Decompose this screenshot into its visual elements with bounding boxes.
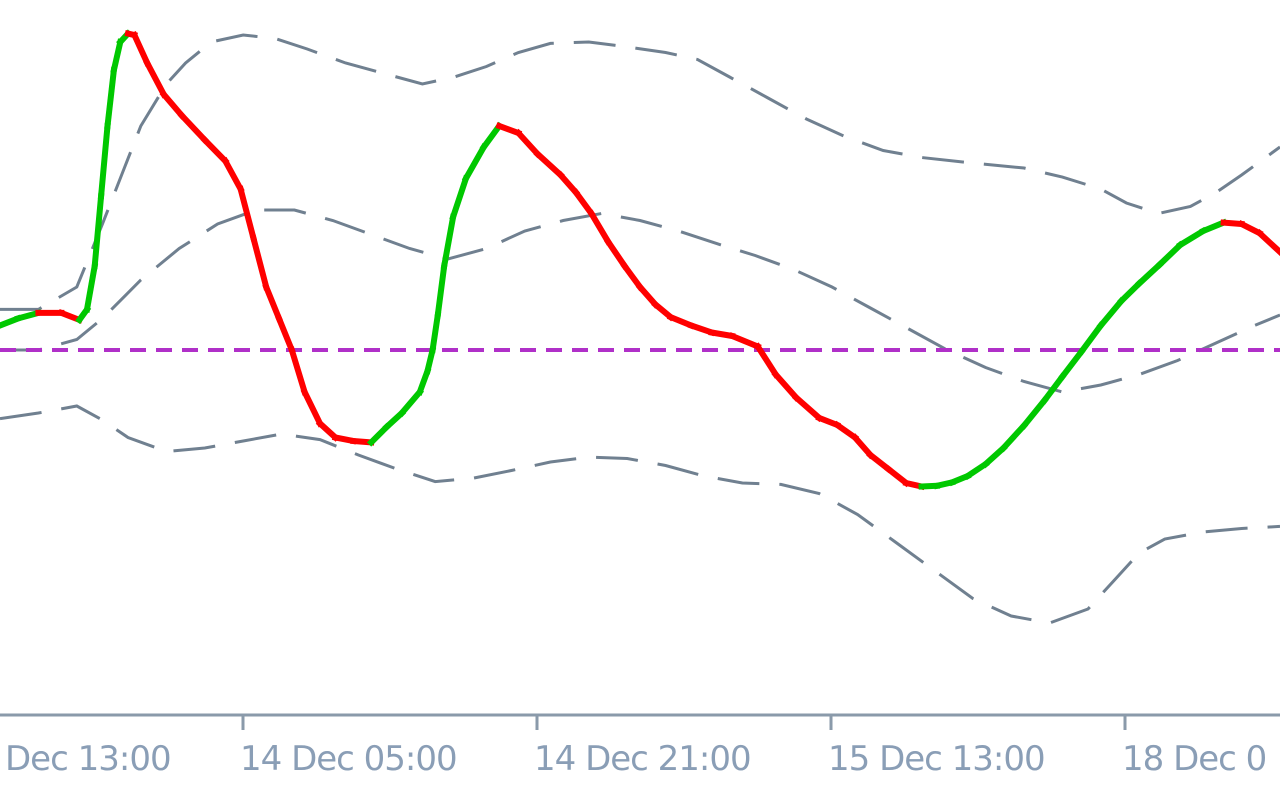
oscillator-segment bbox=[1155, 240, 1185, 269]
oscillator-segment bbox=[666, 313, 696, 330]
oscillator-segment bbox=[651, 300, 675, 322]
oscillator-segment bbox=[635, 282, 660, 309]
oscillator-segment bbox=[687, 321, 716, 337]
oscillator-segment bbox=[236, 185, 258, 242]
oscillator-segment bbox=[104, 66, 118, 130]
oscillator-segment bbox=[249, 234, 270, 291]
oscillator-segment bbox=[449, 174, 470, 221]
oscillator-segment bbox=[771, 370, 801, 402]
oscillator-segment bbox=[110, 38, 124, 74]
oscillator-segment bbox=[1077, 321, 1105, 356]
oscillator-segment bbox=[479, 121, 504, 152]
oscillator-segment bbox=[514, 128, 542, 159]
oscillator-segment bbox=[815, 414, 841, 429]
oscillator-segment bbox=[753, 342, 780, 379]
oscillator-segment bbox=[159, 90, 187, 120]
oscillator-segment bbox=[423, 346, 437, 375]
oscillator-series bbox=[0, 29, 1280, 491]
oscillator-segment bbox=[603, 237, 629, 271]
oscillator-segment bbox=[1176, 226, 1208, 250]
oscillator-segment bbox=[728, 332, 762, 351]
oscillator-segment bbox=[331, 433, 357, 445]
oscillator-segment bbox=[866, 450, 893, 474]
oscillator-segment bbox=[14, 309, 43, 323]
x-tick-label: 18 Dec 0 bbox=[1122, 739, 1266, 779]
x-tick-label: 14 Dec 05:00 bbox=[240, 739, 457, 779]
oscillator-segment bbox=[884, 464, 911, 488]
envelope-band-1 bbox=[0, 33, 1280, 311]
oscillator-segment bbox=[300, 387, 325, 428]
x-tick-label: Dec 13:00 bbox=[5, 739, 171, 779]
x-tick-label: 15 Dec 13:00 bbox=[828, 739, 1045, 779]
oscillator-segment bbox=[429, 311, 442, 354]
oscillator-segment bbox=[366, 422, 391, 447]
oscillator-segment bbox=[57, 309, 84, 324]
oscillator-segment bbox=[440, 213, 457, 270]
oscillator-segment bbox=[434, 262, 448, 319]
oscillator-segment bbox=[275, 314, 296, 354]
x-axis-ticks: Dec 13:00 14 Dec 05:00 14 Dec 21:00 15 Dec … bbox=[5, 715, 1267, 779]
oscillator-segment bbox=[832, 420, 860, 442]
oscillator-segment bbox=[461, 142, 488, 183]
oscillator-segment bbox=[83, 262, 99, 313]
oscillator-segment bbox=[556, 170, 581, 197]
oscillator-segment bbox=[1040, 372, 1067, 405]
oscillator-segment bbox=[1255, 228, 1280, 257]
oscillator-segment bbox=[708, 329, 736, 340]
oscillator-segment bbox=[143, 58, 168, 99]
envelope-bands bbox=[0, 33, 1280, 625]
oscillator-segment bbox=[130, 31, 152, 67]
oscillator-segment bbox=[999, 421, 1029, 453]
oscillator-segment bbox=[1199, 218, 1228, 235]
oscillator-segment bbox=[200, 135, 230, 166]
oscillator-segment bbox=[91, 192, 105, 270]
oscillator-segment bbox=[495, 122, 523, 137]
oscillator-segment bbox=[587, 209, 613, 246]
oscillator-segment bbox=[382, 408, 407, 432]
oscillator-segment bbox=[1117, 279, 1144, 306]
oscillator-segment bbox=[288, 346, 309, 396]
oscillator-segment bbox=[850, 433, 875, 460]
oscillator-segment bbox=[1058, 347, 1086, 381]
oscillator-segment bbox=[221, 156, 245, 194]
oscillator-segment bbox=[963, 459, 990, 481]
x-tick-label: 14 Dec 21:00 bbox=[534, 739, 751, 779]
oscillator-segment bbox=[0, 314, 22, 329]
oscillator-segment bbox=[1019, 396, 1049, 430]
oscillator-segment bbox=[620, 261, 645, 292]
oscillator-segment bbox=[981, 443, 1008, 469]
oscillator-segment bbox=[571, 188, 596, 218]
oscillator-segment bbox=[97, 122, 111, 200]
oscillator-segment bbox=[262, 283, 283, 323]
envelope-band-3 bbox=[0, 404, 1280, 625]
oscillator-segment bbox=[177, 111, 210, 145]
envelope-band-2 bbox=[0, 208, 1280, 394]
oscillator-segment bbox=[1237, 219, 1264, 238]
oscillator-segment bbox=[1096, 296, 1126, 330]
oscillator-segment bbox=[415, 367, 432, 396]
oscillator-segment bbox=[791, 393, 824, 423]
oscillator-segment bbox=[397, 387, 425, 418]
oscillator-segment bbox=[1134, 260, 1164, 288]
oscillator-segment bbox=[533, 149, 565, 180]
